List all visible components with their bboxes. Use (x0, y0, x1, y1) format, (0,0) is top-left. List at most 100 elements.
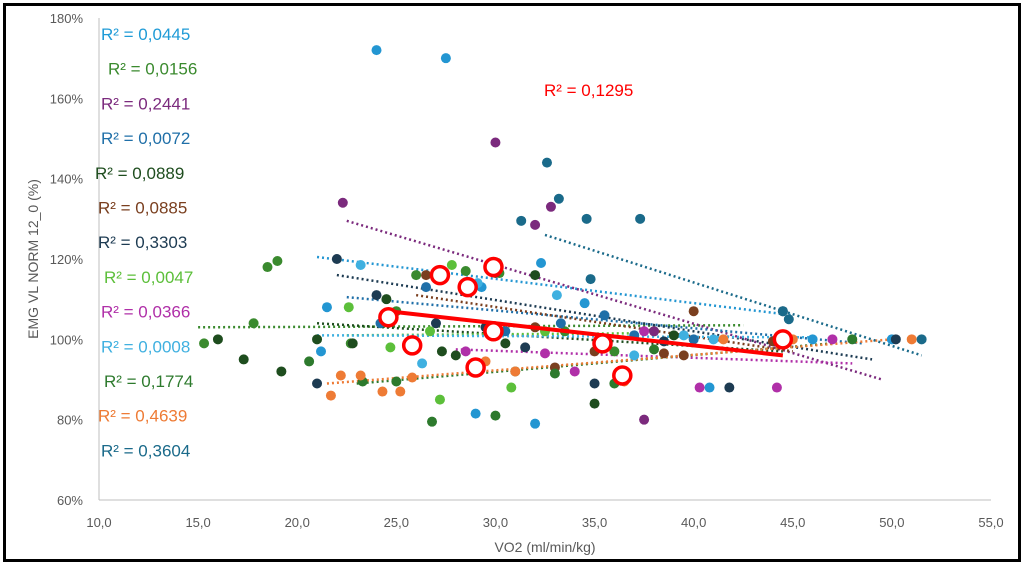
highlight-r-squared-label: R² = 0,1295 (544, 81, 633, 100)
data-point-series-9 (569, 366, 580, 377)
data-point-series-7 (371, 290, 382, 301)
x-tick-label: 15,0 (185, 515, 210, 530)
trendline-9 (455, 348, 853, 365)
data-point-series-5 (450, 350, 461, 361)
data-point-series-12 (355, 370, 366, 381)
r-squared-label-4: R² = 0,0072 (101, 129, 190, 148)
r-squared-label-1: R² = 0,0445 (101, 25, 190, 44)
y-tick-label: 140% (50, 172, 84, 187)
data-point-series-11 (549, 368, 560, 379)
data-point-series-10 (417, 358, 428, 369)
data-point-series-13 (516, 215, 527, 226)
data-point-series-1 (807, 334, 818, 345)
data-point-series-3 (545, 201, 556, 212)
highlight-trendline (388, 309, 784, 358)
highlight-point (378, 306, 399, 328)
data-point-series-3 (649, 326, 660, 337)
data-point-series-10 (708, 334, 719, 345)
data-point-series-5 (212, 334, 223, 345)
data-point-series-9 (694, 382, 705, 393)
data-point-series-1 (321, 302, 332, 313)
x-tick-label: 50,0 (879, 515, 904, 530)
highlight-point (429, 264, 451, 286)
data-point-series-13 (585, 274, 596, 285)
data-point-series-12 (906, 334, 917, 345)
data-point-series-12 (407, 372, 418, 383)
r-squared-label-6: R² = 0,0885 (98, 199, 187, 218)
data-point-series-11 (649, 344, 660, 355)
data-point-series-5 (668, 330, 679, 341)
y-tick-label: 60% (57, 493, 83, 508)
data-point-series-1 (316, 346, 327, 357)
data-point-series-5 (500, 338, 511, 349)
data-point-series-5 (381, 294, 392, 305)
data-point-series-12 (510, 366, 521, 377)
data-point-series-7 (724, 382, 735, 393)
data-point-series-2 (411, 270, 422, 281)
data-point-series-10 (678, 330, 689, 341)
data-point-series-2 (199, 338, 210, 349)
x-tick-label: 35,0 (582, 515, 607, 530)
data-point-series-1 (470, 408, 481, 419)
data-point-series-7 (331, 254, 342, 264)
r-squared-label-12: R² = 0,4639 (98, 407, 187, 426)
data-point-series-3 (337, 197, 348, 208)
x-tick-label: 40,0 (681, 515, 706, 530)
x-tick-label: 30,0 (483, 515, 508, 530)
highlight-point (483, 256, 504, 278)
data-point-series-8 (385, 342, 396, 353)
highlight-point (772, 329, 794, 350)
r-squared-label-11: R² = 0,1774 (104, 372, 193, 391)
highlight-point (483, 321, 504, 342)
data-point-series-9 (771, 382, 782, 393)
x-tick-label: 25,0 (384, 515, 409, 530)
data-point-series-4 (599, 310, 610, 321)
data-point-series-2 (272, 256, 283, 267)
data-point-series-12 (335, 370, 346, 381)
data-point-series-8 (343, 302, 354, 313)
data-point-series-1 (440, 53, 451, 64)
data-point-series-4 (555, 318, 566, 329)
data-point-series-8 (434, 394, 445, 405)
data-point-series-9 (827, 334, 838, 345)
data-point-series-5 (238, 354, 249, 365)
data-point-series-4 (688, 334, 699, 345)
data-point-series-8 (446, 260, 457, 271)
data-point-series-12 (325, 390, 336, 401)
r-squared-label-5: R² = 0,0889 (95, 164, 184, 183)
data-point-series-13 (916, 334, 927, 345)
r-squared-label-9: R² = 0,0366 (101, 303, 190, 322)
data-point-series-13 (541, 157, 552, 168)
data-point-series-13 (553, 193, 564, 204)
trendline-2 (198, 324, 744, 329)
r-squared-label-13: R² = 0,3604 (101, 441, 190, 460)
highlight-point (592, 333, 613, 354)
data-point-series-2 (609, 346, 620, 357)
data-point-series-7 (589, 378, 600, 389)
data-point-series-12 (395, 386, 406, 397)
data-point-series-13 (783, 314, 794, 325)
highlight-point (401, 335, 423, 356)
data-point-series-11 (427, 416, 438, 427)
data-point-series-5 (589, 398, 600, 409)
data-point-series-5 (347, 338, 358, 349)
data-point-series-7 (430, 318, 441, 329)
x-tick-label: 10,0 (86, 515, 111, 530)
r-squared-label-10: R² = 0,0008 (101, 337, 190, 356)
data-point-series-13 (777, 306, 788, 317)
data-point-series-9 (460, 346, 471, 357)
data-point-series-12 (718, 334, 729, 345)
data-point-series-8 (506, 382, 517, 393)
data-point-series-6 (658, 348, 669, 359)
data-point-series-9 (540, 348, 550, 359)
data-point-series-10 (629, 350, 640, 361)
data-point-series-7 (890, 334, 901, 345)
x-axis-label: VO2 (ml/min/kg) (494, 539, 595, 555)
highlight-point (612, 365, 633, 386)
data-point-series-13 (581, 213, 592, 224)
y-tick-label: 180% (50, 11, 84, 26)
data-point-series-8 (425, 326, 436, 337)
chart-frame (3, 3, 1021, 562)
r-squared-label-7: R² = 0,3303 (98, 233, 187, 252)
